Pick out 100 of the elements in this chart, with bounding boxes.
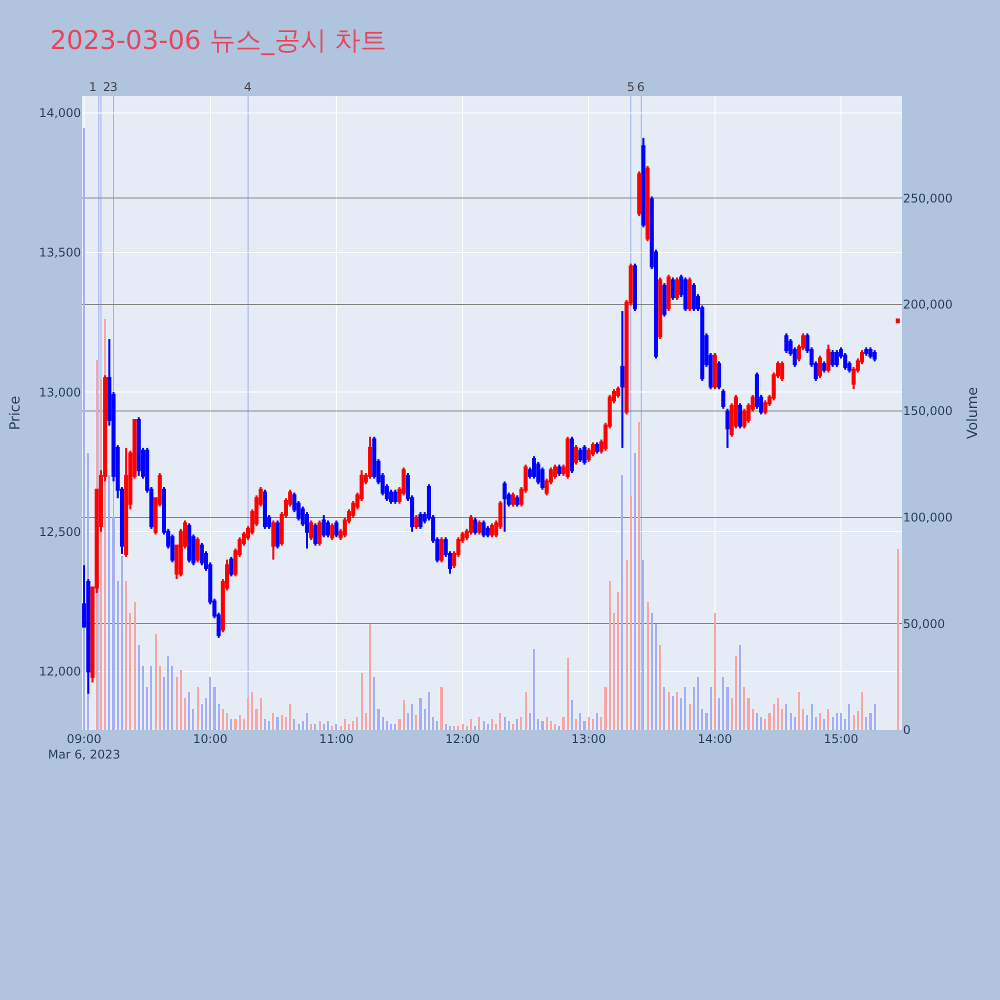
bar — [668, 692, 670, 730]
candlestick — [330, 522, 334, 542]
bar — [365, 713, 367, 730]
bar — [512, 724, 514, 730]
bar — [516, 719, 518, 730]
bar — [768, 713, 771, 730]
bar — [134, 602, 136, 730]
bar — [377, 709, 380, 730]
candlestick — [666, 274, 671, 312]
candlestick — [566, 436, 570, 480]
ref-line-label: 5 — [627, 80, 635, 94]
bar — [108, 475, 110, 730]
bar — [504, 717, 506, 730]
bar — [407, 713, 409, 730]
bar — [897, 549, 899, 730]
candlestick — [440, 536, 444, 564]
candlestick — [334, 520, 338, 538]
bar — [781, 709, 783, 730]
bar — [638, 422, 640, 730]
bar — [255, 709, 258, 730]
bar — [836, 713, 838, 730]
bar — [726, 687, 729, 730]
candlestick — [490, 522, 494, 538]
bar — [159, 666, 161, 730]
candlestick — [229, 556, 234, 578]
bar — [764, 719, 766, 730]
bar — [874, 704, 876, 730]
bar — [689, 704, 691, 730]
bar — [218, 704, 220, 730]
candlestick — [822, 360, 826, 374]
candlestick — [511, 492, 516, 508]
candlestick — [826, 344, 830, 374]
candlestick — [582, 444, 587, 466]
bar — [676, 692, 678, 730]
bar — [840, 713, 842, 730]
candlestick — [721, 388, 726, 410]
bar — [722, 677, 724, 730]
bar — [832, 717, 834, 730]
bar — [495, 724, 497, 730]
candlestick — [675, 276, 680, 301]
bar — [710, 687, 712, 730]
candlestick — [368, 436, 372, 480]
candlestick — [136, 416, 141, 477]
bar — [558, 726, 560, 730]
bar — [251, 692, 253, 730]
x-tick-label: 14:00 — [698, 732, 732, 746]
bar — [815, 717, 817, 730]
bar — [449, 726, 451, 730]
candlestick — [896, 318, 900, 324]
bar — [823, 719, 825, 730]
bar — [192, 709, 194, 730]
bar — [857, 711, 859, 730]
bar — [659, 645, 661, 730]
y2-axis-title: Volume — [964, 386, 981, 440]
bar — [533, 649, 535, 730]
bar — [369, 624, 371, 730]
bar — [340, 726, 342, 730]
bar — [739, 645, 741, 730]
bar — [550, 721, 552, 730]
candlestick — [124, 446, 128, 558]
bar — [483, 721, 485, 730]
candlestick — [834, 349, 839, 368]
candlestick — [688, 276, 692, 312]
candlestick — [864, 346, 868, 357]
bar — [777, 698, 779, 730]
x-tick-label: 15:00 — [824, 732, 858, 746]
bar — [827, 709, 829, 730]
candlestick — [276, 520, 280, 550]
bar — [197, 687, 199, 730]
y2-tick-label: 150,000 — [903, 404, 953, 418]
candlestick — [780, 360, 784, 382]
bar — [844, 719, 846, 730]
bar — [588, 717, 590, 730]
candlestick — [414, 514, 418, 530]
bar — [436, 721, 438, 730]
ref-line-label: 2 — [103, 80, 111, 94]
candlestick — [725, 408, 730, 449]
bar — [647, 602, 649, 730]
bar — [470, 719, 472, 730]
bar — [718, 698, 720, 730]
bar — [415, 715, 417, 730]
bar — [323, 724, 325, 730]
bar — [403, 700, 405, 730]
bar — [529, 713, 531, 730]
bar — [474, 726, 476, 730]
bar — [735, 656, 737, 730]
bar — [348, 724, 350, 730]
candlestick — [574, 444, 578, 466]
bar — [163, 677, 165, 730]
candlestick — [418, 511, 423, 530]
candlestick — [658, 276, 662, 340]
candlestick — [683, 276, 688, 312]
bar — [630, 496, 632, 730]
candlestick — [196, 536, 200, 564]
bar — [285, 717, 287, 730]
bar — [596, 713, 598, 730]
bar — [546, 717, 548, 730]
y2-tick-label: 200,000 — [903, 298, 953, 312]
bar — [613, 613, 615, 730]
bar — [466, 726, 468, 730]
